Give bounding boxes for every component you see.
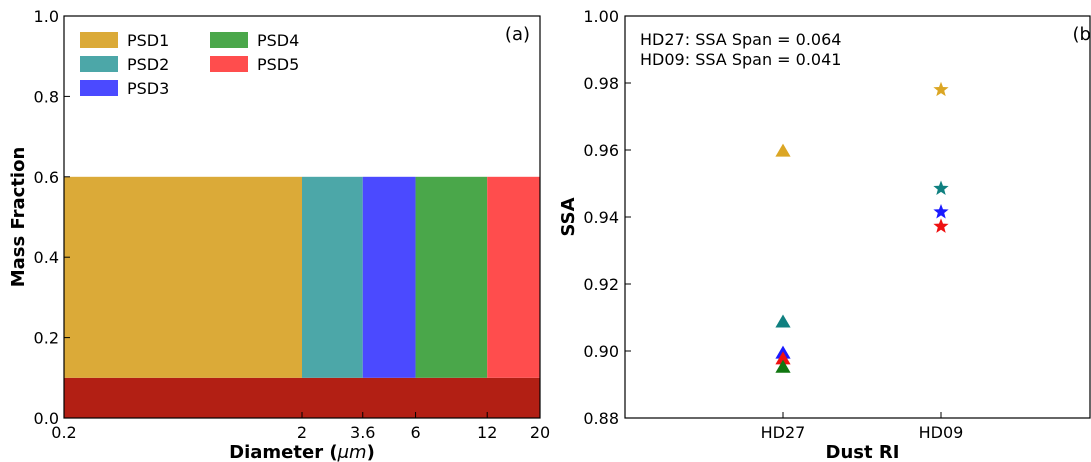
bar-psd2 [302,176,363,378]
bar-psd3 [362,176,416,378]
legend-item-psd1: PSD1 [80,31,169,50]
panel-b-annotation-hd09: HD09: SSA Span = 0.041 [640,50,841,69]
x-tick-label: HD09 [919,423,964,442]
legend-label: PSD4 [257,31,299,50]
x-tick-label: 6 [410,423,420,442]
panel-b-y-ticks: 0.88 0.90 0.92 0.94 0.96 0.98 1.00 [583,7,631,428]
panel-b-points [775,81,949,373]
panel-b-y-axis-label: SSA [558,197,579,236]
panel-a-x-ticks: 0.2 2 3.6 6 12 20 [51,412,550,442]
y-tick-label: 1.0 [34,7,59,26]
triangle-marker-hd27-1 [775,314,791,328]
x-tick-label: 0.2 [51,423,76,442]
y-tick-label: 0.2 [34,329,59,348]
y-tick-label: 0.88 [583,409,619,428]
y-tick-label: 0.98 [583,74,619,93]
legend-swatch [80,32,118,48]
legend-swatch [210,32,248,48]
panel-b-annotation-hd27: HD27: SSA Span = 0.064 [640,30,841,49]
x-tick-label: HD27 [761,423,806,442]
legend-label: PSD2 [127,55,169,74]
panel-a-y-ticks: 0.0 0.2 0.4 0.6 0.8 1.0 [34,7,70,428]
panel-a-y-axis-label: Mass Fraction [8,147,29,288]
legend-label: PSD5 [257,55,299,74]
star-marker-hd09-0 [933,81,949,97]
star-marker-hd09-1 [933,180,949,195]
triangle-marker-hd27-4 [775,359,791,373]
legend-item-psd4: PSD4 [210,31,299,50]
panel-b-label: (b) [1073,24,1091,45]
y-tick-label: 0.4 [34,248,59,267]
panel-a-x-axis-label: Diameter (μm) [229,442,375,462]
y-tick-label: 0.90 [583,342,619,361]
bar-psd4 [415,176,488,378]
legend-item-psd2: PSD2 [80,55,169,74]
y-tick-label: 0.0 [34,409,59,428]
bar-psd1 [64,176,302,378]
legend-swatch [210,56,248,72]
panel-a-label: (a) [505,24,530,45]
panel-a-bars [64,176,540,418]
x-tick-label: 2 [297,423,307,442]
star-marker-hd09-3 [933,218,949,233]
legend-label: PSD3 [127,79,169,98]
triangle-marker-hd27-3 [775,351,791,365]
y-tick-label: 1.00 [583,7,619,26]
panel-b-frame [624,15,1091,419]
x-tick-label: 12 [477,423,497,442]
panel-b-x-axis-label: Dust RI [826,442,900,462]
legend-label: PSD1 [127,31,169,50]
y-tick-label: 0.8 [34,87,59,106]
y-tick-label: 0.94 [583,208,619,227]
panel-a-legend: PSD1 PSD2 PSD3 PSD4 PSD5 [80,31,299,98]
triangle-marker-hd27-0 [775,143,791,157]
x-tick-label: 20 [530,423,550,442]
star-marker-hd09-2 [933,203,949,219]
bar-psd5 [487,176,540,378]
y-tick-label: 0.96 [583,141,619,160]
legend-item-psd3: PSD3 [80,79,169,98]
panel-b: HD27 HD09 0.88 0.90 0.92 0.94 0.96 0.98 1.00 HD… [558,7,1091,462]
legend-swatch [80,56,118,72]
panel-b-x-ticks: HD27 HD09 [761,412,964,442]
panel-a: 0.2 2 3.6 6 12 20 0.00.20.40.60.81.0 PSD1PSD2… [8,7,550,462]
y-tick-label: 0.92 [583,275,619,294]
legend-swatch [80,80,118,96]
x-tick-label: 3.6 [350,423,375,442]
legend-item-psd5: PSD5 [210,55,299,74]
y-tick-label: 0.6 [34,168,59,187]
base-layer-bar [64,377,540,418]
